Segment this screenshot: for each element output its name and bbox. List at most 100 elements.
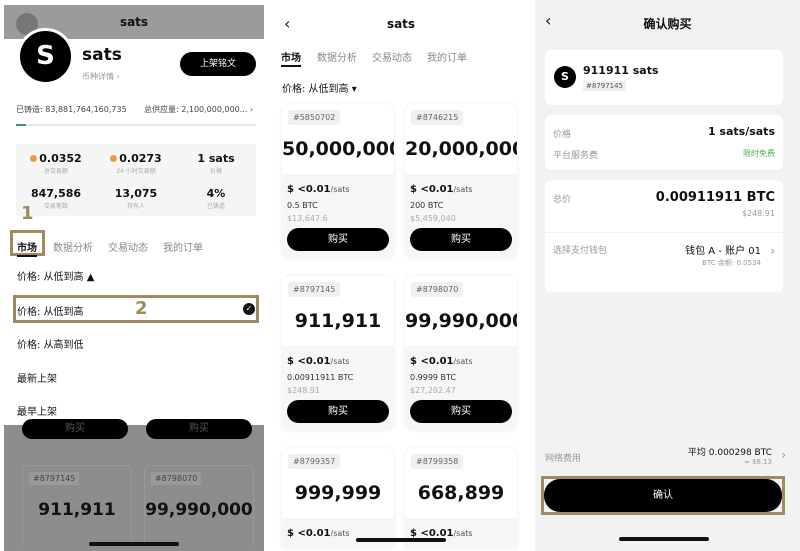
buy-button[interactable]: 购买	[287, 400, 389, 423]
mint-progress-bar	[16, 124, 256, 126]
tab-1[interactable]: 数据分析	[53, 243, 93, 254]
stat-value: 4%	[176, 187, 256, 200]
sort-selector[interactable]: 价格: 从低到高 ▲	[17, 272, 95, 283]
stat-value: 1 sats	[176, 152, 256, 165]
listing-amount: 999,999	[294, 482, 382, 504]
total-label: 总价	[553, 195, 572, 205]
unit-price-unit: /sats	[453, 357, 473, 366]
stat-value: 13,075	[96, 187, 176, 200]
active-tab-underline	[17, 255, 37, 257]
sort-option[interactable]: 价格: 从低到高	[17, 307, 84, 318]
listing-id: #8746215	[411, 110, 464, 125]
back-icon[interactable]: ‹	[545, 11, 552, 30]
listing-details: $ <0.01/sats	[282, 518, 394, 548]
listing-id: #5850702	[288, 110, 341, 125]
total-btc: 0.5 BTC	[287, 201, 318, 210]
stat-value: 0.0352	[16, 152, 96, 165]
market-screen-with-sort-menu: sats S sats 币种详情 › 上架铭文 已铸造: 83,881,764,…	[0, 0, 268, 551]
buy-button[interactable]: 购买	[410, 228, 512, 251]
home-indicator	[619, 537, 709, 541]
dimmed-overlay[interactable]: 购买 购买 #8797145 911,911 #8798070 99,990,0…	[4, 419, 264, 551]
item-name: 911911 sats	[583, 64, 659, 77]
stat-label: 持有人	[126, 203, 145, 210]
checkmark-icon: ✓	[243, 303, 255, 315]
listing-card: #8797145 911,911 $ <0.01/sats 0.00911911 BT…	[282, 276, 394, 430]
network-fee-label: 网络费用	[545, 454, 582, 464]
divider	[545, 232, 783, 233]
dimmed-buy-button: 购买	[22, 419, 128, 439]
item-id: #8797145	[583, 81, 627, 91]
sort-option[interactable]: 最早上架	[17, 407, 57, 418]
back-icon[interactable]	[16, 13, 38, 35]
dimmed-card: #8797145 911,911	[22, 465, 132, 547]
total-btc: 200 BTC	[410, 201, 444, 210]
listing-id: #8799358	[411, 454, 464, 469]
unit-price-unit: /sats	[453, 529, 473, 538]
page-title: sats	[386, 17, 416, 31]
service-fee-value: 限时免费	[743, 149, 775, 158]
stat-label: 交易笔数	[43, 203, 68, 210]
listing-details: $ <0.01/sats 0.00911911 BTC $248.91 购买	[282, 346, 394, 430]
unit-price: $ <0.01/sats	[410, 356, 473, 367]
confirm-purchase-screen: ‹ 确认购买 S 911911 sats #8797145 价格 1 sats/…	[535, 0, 800, 551]
total-btc: 0.9999 BTC	[410, 373, 457, 382]
wallet-balance: BTC 余额: 0.0534	[702, 259, 761, 267]
unit-price-value: $ <0.01	[287, 528, 331, 539]
stat-value-text: 0.0352	[39, 152, 82, 165]
stat-item: 4% 已铸造	[176, 187, 256, 210]
stat-label: 总交易额	[43, 168, 68, 175]
tab-0[interactable]: 市场	[17, 243, 37, 254]
unit-price-value: $ <0.01	[410, 528, 454, 539]
network-fee-row[interactable]: 网络费用 平均 0.000298 BTC ≈ $8.13 ›	[535, 440, 800, 470]
network-fee-value: 平均 0.000298 BTC	[687, 448, 772, 458]
tab-2[interactable]: 交易动态	[372, 53, 412, 64]
dimmed-buy-button: 购买	[146, 419, 252, 439]
list-inscription-button[interactable]: 上架铭文	[180, 52, 256, 76]
tab-3[interactable]: 我的订单	[163, 243, 203, 254]
market-screen: ‹ sats 市场 数据分析 交易动态 我的订单 价格: 从低到高 ▾ #585070…	[272, 0, 530, 551]
listing-card: #8746215 20,000,000,... $ <0.01/sats 200 BT…	[405, 104, 517, 258]
listing-details: $ <0.01/sats	[405, 518, 517, 548]
header-title: sats	[119, 15, 149, 29]
unit-price-value: $ <0.01	[287, 184, 331, 195]
total-usd: $27,292.47	[410, 386, 456, 395]
home-indicator	[356, 538, 446, 542]
sort-selector[interactable]: 价格: 从低到高 ▾	[282, 84, 357, 95]
sort-option[interactable]: 价格: 从高到低	[17, 340, 84, 351]
tab-3[interactable]: 我的订单	[427, 53, 467, 64]
confirm-button[interactable]: 确认	[544, 479, 782, 512]
stat-label: 价格	[209, 168, 222, 175]
tab-2[interactable]: 交易动态	[108, 243, 148, 254]
listing-amount: 50,000,000	[282, 138, 394, 160]
token-detail-link[interactable]: 币种详情 ›	[82, 72, 120, 81]
stat-item: 0.0273 24 小时交易额	[96, 152, 176, 175]
listing-id: #8799357	[288, 454, 341, 469]
wallet-selector[interactable]: 选择支付钱包 钱包 A - 账户 01 BTC 余额: 0.0534 ›	[545, 233, 783, 292]
stat-item: 0.0352 总交易额	[16, 152, 96, 175]
listing-details: $ <0.01/sats 0.9999 BTC $27,292.47 购买	[405, 346, 517, 430]
unit-price-value: $ <0.01	[410, 184, 454, 195]
listing-card: #8799358 668,899 $ <0.01/sats	[405, 448, 517, 548]
total-usd: $13,647.6	[287, 214, 328, 223]
stat-value-text: 0.0273	[119, 152, 162, 165]
stat-item: 13,075 持有人	[96, 187, 176, 210]
stat-value: 847,586	[16, 187, 96, 200]
listing-amount: 20,000,000,...	[405, 138, 517, 160]
wallet-label: 选择支付钱包	[553, 246, 608, 256]
stat-value-text: 4%	[206, 187, 226, 200]
tab-1[interactable]: 数据分析	[317, 53, 357, 64]
listing-details: $ <0.01/sats 200 BTC $5,459,040 购买	[405, 174, 517, 258]
back-icon[interactable]: ‹	[284, 14, 291, 33]
listing-id: #8798070	[411, 282, 464, 297]
total-supply[interactable]: 总供应量: 2,100,000,000... ›	[144, 105, 254, 114]
unit-price-value: $ <0.01	[410, 356, 454, 367]
total-usd: $248.91	[287, 386, 321, 395]
buy-button[interactable]: 购买	[410, 400, 512, 423]
sort-option[interactable]: 最新上架	[17, 374, 57, 385]
buy-button[interactable]: 购买	[287, 228, 389, 251]
coin-icon	[110, 155, 118, 162]
tab-0[interactable]: 市场	[281, 53, 301, 64]
active-tab-underline	[281, 65, 301, 67]
unit-price-unit: /sats	[330, 357, 350, 366]
service-fee-label: 平台服务费	[553, 151, 599, 161]
